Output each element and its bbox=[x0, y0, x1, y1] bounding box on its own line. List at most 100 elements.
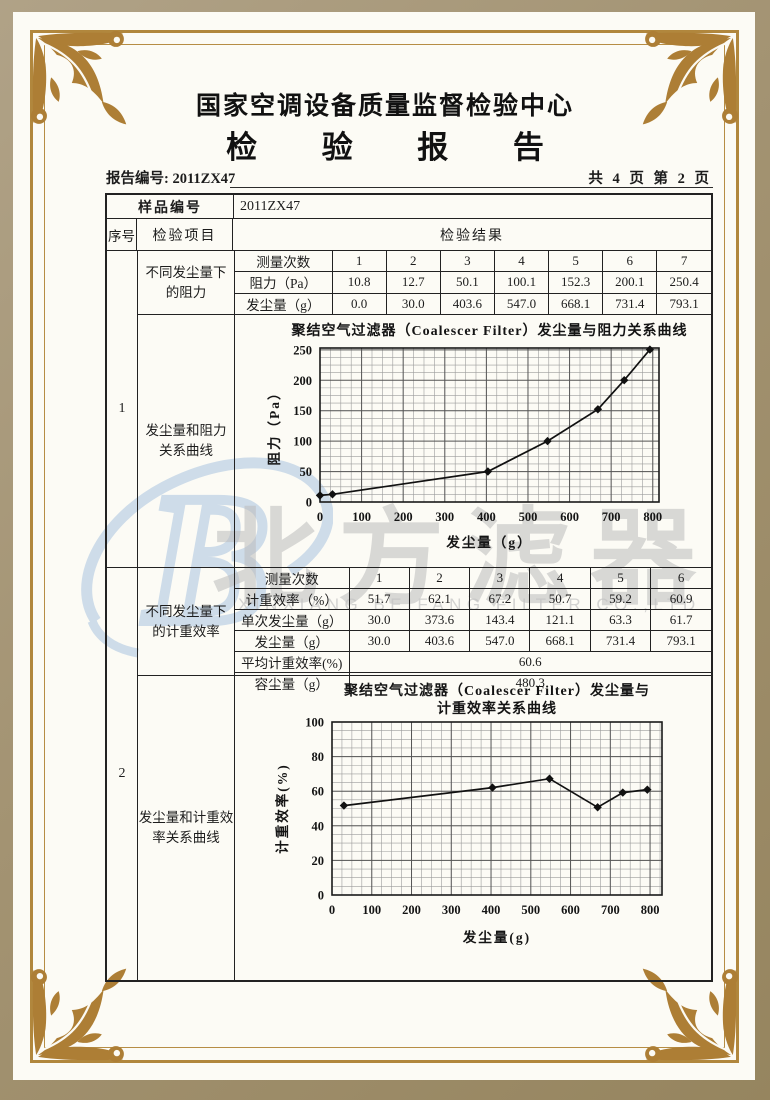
item-column-header: 检验项目 bbox=[137, 219, 233, 250]
corner-ornament-icon bbox=[30, 968, 127, 1063]
section-2-item-label: 不同发尘量下 的计重效率 bbox=[138, 568, 235, 675]
section-2-measurements: 不同发尘量下 的计重效率 测量次数 1 2 3 bbox=[138, 568, 711, 693]
svg-text:100: 100 bbox=[362, 903, 381, 917]
table-row: 测量次数 1 2 3 4 5 6 bbox=[235, 568, 711, 589]
cell: 61.7 bbox=[650, 609, 711, 631]
row-label: 发尘量（g） bbox=[235, 292, 333, 314]
frame-outer-border bbox=[30, 30, 739, 1063]
result-column-header: 检验结果 bbox=[440, 228, 504, 244]
row-label: 测量次数 bbox=[235, 568, 350, 589]
item-label-line: 发尘量和计重效 bbox=[138, 810, 234, 825]
svg-text:聚结空气过滤器（Coalescer Filter）发尘量与: 聚结空气过滤器（Coalescer Filter）发尘量与 bbox=[343, 682, 650, 699]
item-label-line: 不同发尘量下 bbox=[145, 264, 227, 280]
cell: 2 bbox=[408, 568, 471, 589]
frame-inner-border bbox=[44, 44, 725, 1048]
svg-text:500: 500 bbox=[519, 510, 538, 524]
serial-column-header: 序号 bbox=[107, 219, 137, 250]
org-title: 国家空调设备质量监督检验中心 bbox=[195, 92, 574, 120]
svg-text:0: 0 bbox=[329, 903, 335, 917]
cell: 30.0 bbox=[348, 630, 410, 652]
svg-text:200: 200 bbox=[394, 510, 413, 524]
page-count: 共 4 页 第 2 页 bbox=[588, 171, 712, 187]
cell: 403.6 bbox=[408, 630, 471, 652]
section-1-measurements: 不同发尘量下 的阻力 测量次数 1 2 3 bbox=[138, 251, 711, 315]
svg-text:800: 800 bbox=[641, 903, 660, 917]
svg-text:0: 0 bbox=[317, 510, 323, 524]
cell: 668.1 bbox=[548, 292, 604, 314]
table-row: 发尘量（g） 0.0 30.0 403.6 547.0 668.1 731.4 … bbox=[235, 292, 711, 314]
cell: 3 bbox=[469, 568, 531, 589]
cell: 5 bbox=[548, 251, 604, 273]
inspection-table: 样品编号 2011ZX47 序号 检验项目 检验结果 1 不同发尘量下 的阻力 bbox=[105, 193, 713, 982]
cell: 59.2 bbox=[589, 588, 652, 610]
sample-number-label: 样品编号 bbox=[107, 195, 234, 218]
table-row: 计重效率（%） 51.7 62.1 67.2 50.7 59.2 60.9 bbox=[235, 588, 711, 610]
cell: 143.4 bbox=[469, 609, 531, 631]
cell: 200.1 bbox=[602, 271, 658, 294]
svg-text:计重效率关系曲线: 计重效率关系曲线 bbox=[437, 700, 557, 717]
svg-text:50: 50 bbox=[300, 465, 313, 479]
cell: 62.1 bbox=[408, 588, 471, 610]
sample-number-value: 2011ZX47 bbox=[240, 198, 301, 214]
header-rule bbox=[230, 187, 713, 188]
cell: 50.7 bbox=[529, 588, 591, 610]
section-1: 1 不同发尘量下 的阻力 测量次数 1 bbox=[107, 251, 711, 568]
section-2: 2 不同发尘量下 的计重效率 测量次数 1 bbox=[107, 568, 711, 980]
cell: 668.1 bbox=[529, 630, 591, 652]
item-label-line: 发尘量和阻力 bbox=[145, 423, 227, 438]
svg-text:20: 20 bbox=[312, 854, 325, 868]
row-label: 平均计重效率(%) bbox=[235, 651, 350, 673]
row-label: 计重效率（%） bbox=[235, 588, 350, 610]
svg-text:600: 600 bbox=[560, 510, 579, 524]
cell: 60.9 bbox=[650, 588, 711, 610]
report-title: 检 验 报 告 bbox=[226, 130, 572, 165]
svg-text:阻力（Pa）: 阻力（Pa） bbox=[266, 385, 282, 466]
table-row: 阻力（Pa） 10.8 12.7 50.1 100.1 152.3 200.1 … bbox=[235, 271, 711, 294]
cell: 100.1 bbox=[493, 271, 550, 294]
table-row: 平均计重效率(%) 60.6 bbox=[235, 651, 711, 673]
svg-text:150: 150 bbox=[293, 404, 312, 418]
cell: 152.3 bbox=[548, 271, 604, 294]
cell: 4 bbox=[529, 568, 591, 589]
svg-text:100: 100 bbox=[293, 435, 312, 449]
cell: 373.6 bbox=[408, 609, 471, 631]
row-label: 测量次数 bbox=[235, 251, 333, 273]
section-1-serial: 1 bbox=[107, 251, 138, 567]
cell: 63.3 bbox=[589, 609, 652, 631]
svg-text:0: 0 bbox=[306, 496, 312, 510]
cell: 2 bbox=[385, 251, 441, 273]
cell: 121.1 bbox=[529, 609, 591, 631]
section-1-chart-label: 发尘量和阻力 关系曲线 bbox=[138, 315, 235, 567]
svg-text:700: 700 bbox=[602, 510, 621, 524]
cell: 731.4 bbox=[589, 630, 652, 652]
svg-text:200: 200 bbox=[402, 903, 421, 917]
svg-text:300: 300 bbox=[435, 510, 454, 524]
table-row: 单次发尘量（g） 30.0 373.6 143.4 121.1 63.3 61.… bbox=[235, 609, 711, 631]
column-header-row: 序号 检验项目 检验结果 bbox=[107, 219, 711, 251]
svg-text:发尘量(g): 发尘量(g) bbox=[462, 929, 531, 945]
cell: 250.4 bbox=[656, 271, 711, 294]
item-label-line: 关系曲线 bbox=[159, 443, 213, 458]
svg-text:聚结空气过滤器（Coalescer Filter）发尘量与阻: 聚结空气过滤器（Coalescer Filter）发尘量与阻力关系曲线 bbox=[291, 322, 688, 339]
cell: 6 bbox=[650, 568, 711, 589]
table-row: 发尘量（g） 30.0 403.6 547.0 668.1 731.4 793.… bbox=[235, 630, 711, 652]
cell: 3 bbox=[439, 251, 495, 273]
table-row: 容尘量（g） 480.3 bbox=[235, 672, 711, 693]
corner-ornament-icon bbox=[642, 968, 739, 1063]
efficiency-table: 测量次数 1 2 3 4 5 6 计重效率（%） bbox=[235, 568, 711, 693]
cell: 5 bbox=[589, 568, 652, 589]
cell: 731.4 bbox=[602, 292, 658, 314]
svg-text:250: 250 bbox=[293, 343, 312, 357]
cell: 51.7 bbox=[348, 588, 410, 610]
cell: 30.0 bbox=[348, 609, 410, 631]
item-label-line: 率关系曲线 bbox=[152, 830, 220, 845]
svg-text:700: 700 bbox=[601, 903, 620, 917]
cell: 10.8 bbox=[331, 271, 387, 294]
cell: 547.0 bbox=[493, 292, 550, 314]
resistance-table: 测量次数 1 2 3 4 5 6 7 阻力（ bbox=[235, 251, 711, 314]
cell: 67.2 bbox=[469, 588, 531, 610]
cell: 793.1 bbox=[656, 292, 711, 314]
cell: 12.7 bbox=[385, 271, 441, 294]
svg-text:400: 400 bbox=[477, 510, 496, 524]
